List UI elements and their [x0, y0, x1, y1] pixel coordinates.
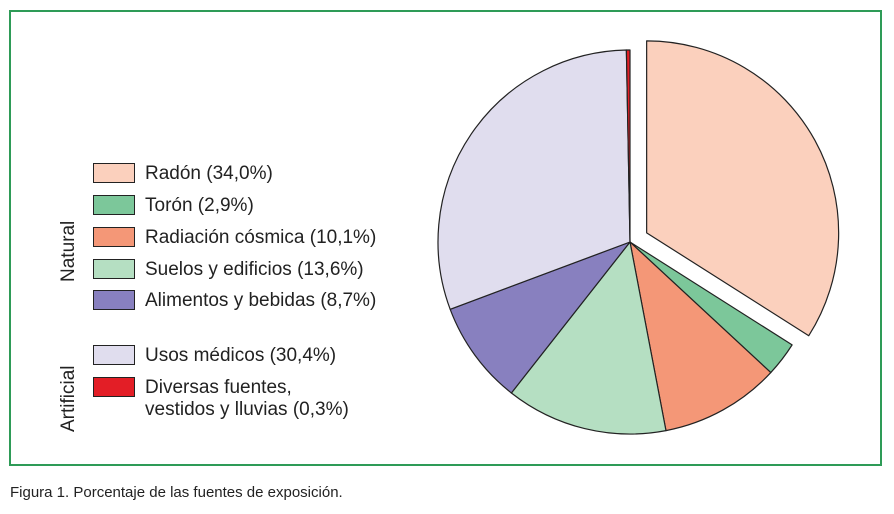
pie-slice-alimentos-y-bebidas — [449, 241, 631, 394]
pie-slice-diversas-fuentes-vestidos-y-lluvias — [625, 49, 631, 243]
legend-item-other: Diversas fuentes, vestidos y lluvias (0,3… — [93, 377, 349, 421]
legend-label-line1: Diversas fuentes, — [145, 377, 292, 398]
legend-swatch — [93, 163, 135, 183]
legend-item-radon: Radón (34,0%) — [93, 163, 273, 185]
legend-item-cosmic: Radiación cósmica (10,1%) — [93, 227, 376, 249]
pie-slice-rad-n — [646, 40, 840, 337]
legend-label-line2: vestidos y lluvias (0,3%) — [145, 399, 349, 420]
legend-swatch — [93, 345, 135, 365]
legend-swatch — [93, 290, 135, 310]
legend-item-medical: Usos médicos (30,4%) — [93, 345, 336, 367]
chart-frame — [9, 10, 882, 466]
legend-swatch — [93, 259, 135, 279]
legend-swatch — [93, 227, 135, 247]
pie-slice-radiaci-n-c-smica — [629, 241, 772, 432]
legend-swatch — [93, 195, 135, 215]
legend-label: Torón (2,9%) — [145, 195, 254, 216]
legend-label: Usos médicos (30,4%) — [145, 345, 337, 366]
figure-caption: Figura 1. Porcentaje de las fuentes de e… — [10, 484, 343, 501]
legend-label: Diversas fuentes, vestidos y lluvias (0,3… — [145, 377, 349, 421]
legend-item-soil: Suelos y edificios (13,6%) — [93, 259, 364, 281]
legend-swatch — [93, 377, 135, 397]
pie-slice-suelos-y-edificios — [510, 241, 667, 435]
legend-label: Radiación cósmica (10,1%) — [145, 227, 377, 248]
legend-label: Alimentos y bebidas (8,7%) — [145, 290, 377, 311]
legend-label: Suelos y edificios (13,6%) — [145, 259, 364, 280]
legend-label: Radón (34,0%) — [145, 163, 273, 184]
legend-item-food: Alimentos y bebidas (8,7%) — [93, 290, 376, 312]
pie-slice-usos-m-dicos — [437, 49, 631, 310]
legend-item-toron: Torón (2,9%) — [93, 195, 254, 217]
